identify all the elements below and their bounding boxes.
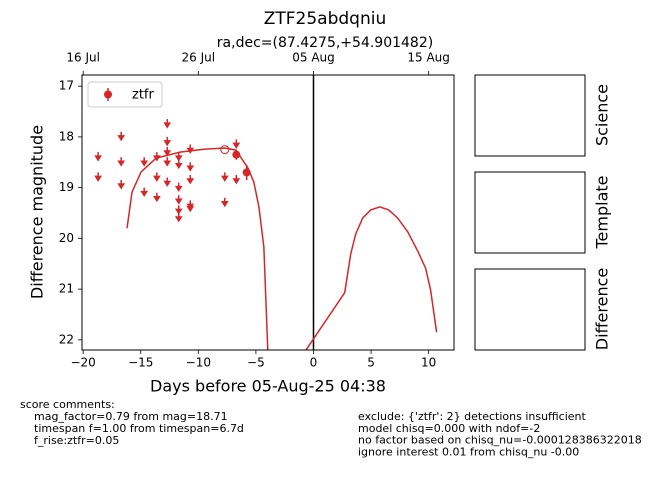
comment-line: ignore interest 0.01 from chisq_nu -0.00 bbox=[358, 445, 579, 458]
image-panel bbox=[474, 268, 586, 351]
y-tick-label: 18 bbox=[59, 129, 74, 143]
x-tick-label: 10 bbox=[421, 356, 436, 370]
score-comments: score comments:mag_factor=0.79 from mag=… bbox=[20, 398, 642, 458]
x-tick-label: 5 bbox=[367, 356, 375, 370]
image-panel bbox=[474, 74, 586, 157]
x-axis-label: Days before 05-Aug-25 04:38 bbox=[150, 377, 386, 396]
upper-limit-arrow bbox=[220, 197, 229, 208]
model-line bbox=[126, 147, 438, 350]
y-tick-label: 22 bbox=[59, 332, 74, 346]
comment-line: mag_factor=0.79 from mag=18.71 bbox=[34, 410, 228, 423]
upper-limit-arrow bbox=[163, 119, 172, 129]
upper-limit-arrow bbox=[140, 187, 149, 198]
upper-limit-arrow bbox=[153, 192, 161, 203]
upper-limit-arrow bbox=[186, 162, 195, 172]
comment-line: exclude: {'ztfr': 2} detections insuffic… bbox=[358, 410, 587, 423]
upper-limit-arrow bbox=[174, 159, 183, 170]
y-tick-label: 17 bbox=[59, 79, 74, 93]
upper-limit-arrow bbox=[232, 139, 241, 149]
comment-line: timespan f=1.00 from timespan=6.7d bbox=[34, 422, 244, 435]
upper-limit-arrow bbox=[174, 152, 183, 162]
x-tick-label: −20 bbox=[70, 356, 95, 370]
x2-tick-label: 16 Jul bbox=[66, 51, 100, 65]
upper-limit-arrow bbox=[174, 182, 183, 192]
upper-limit-arrow bbox=[174, 213, 183, 223]
y-tick-label: 21 bbox=[59, 282, 74, 296]
comment-line: score comments: bbox=[20, 398, 115, 411]
upper-limit-arrow bbox=[94, 172, 102, 182]
upper-limit-arrow bbox=[232, 174, 241, 185]
comment-line: f_rise:ztfr=0.05 bbox=[34, 434, 119, 447]
plot-area bbox=[94, 75, 438, 350]
upper-limit-arrow bbox=[186, 202, 195, 213]
upper-limit-arrow bbox=[163, 136, 172, 147]
upper-limit-arrow bbox=[186, 174, 195, 185]
upper-limit-arrow bbox=[163, 177, 172, 187]
x2-tick-label: 26 Jul bbox=[182, 51, 216, 65]
upper-limit-arrow bbox=[117, 157, 126, 167]
x-tick-label: −15 bbox=[128, 356, 153, 370]
panel-label: Template bbox=[593, 175, 612, 249]
chart-title: ZTF25abdqniu bbox=[264, 9, 387, 29]
upper-limit-arrow bbox=[117, 180, 126, 190]
open-detection-point bbox=[220, 145, 230, 155]
x2-tick-label: 05 Aug bbox=[292, 51, 335, 65]
upper-limit-arrow bbox=[163, 147, 172, 157]
image-panels: Science Template Difference bbox=[474, 74, 612, 351]
upper-limit-arrow bbox=[117, 131, 126, 142]
upper-limit-arrow bbox=[174, 195, 183, 205]
upper-limit-arrow bbox=[140, 157, 149, 167]
x-tick-label: 0 bbox=[310, 356, 318, 370]
image-panel bbox=[474, 171, 586, 254]
comment-line: model chisq=0.000 with ndof=-2 bbox=[358, 422, 540, 435]
y-tick-label: 20 bbox=[59, 231, 74, 245]
axes-frame bbox=[81, 74, 455, 351]
x-tick-label: −10 bbox=[186, 356, 211, 370]
legend-box bbox=[87, 81, 163, 108]
panel-label: Difference bbox=[593, 268, 612, 350]
legend-label: ztfr bbox=[132, 88, 154, 103]
upper-limit-arrow bbox=[220, 172, 229, 182]
y-tick-label: 19 bbox=[59, 180, 74, 194]
y-axis-label: Difference magnitude bbox=[28, 125, 47, 299]
x-tick-label: −5 bbox=[247, 356, 265, 370]
chart-subtitle: ra,dec=(87.4275,+54.901482) bbox=[217, 35, 433, 51]
legend-swatch bbox=[104, 90, 112, 99]
comment-line: no factor based on chisq_nu=-0.000128386… bbox=[358, 434, 642, 447]
upper-limit-arrow bbox=[153, 172, 161, 182]
panel-label: Science bbox=[593, 84, 612, 146]
x2-tick-label: 15 Aug bbox=[407, 51, 450, 65]
upper-limit-arrow bbox=[163, 157, 172, 167]
upper-limit-arrow bbox=[94, 152, 102, 162]
legend: ztfr bbox=[87, 81, 163, 108]
upper-limit-arrow bbox=[174, 205, 183, 215]
